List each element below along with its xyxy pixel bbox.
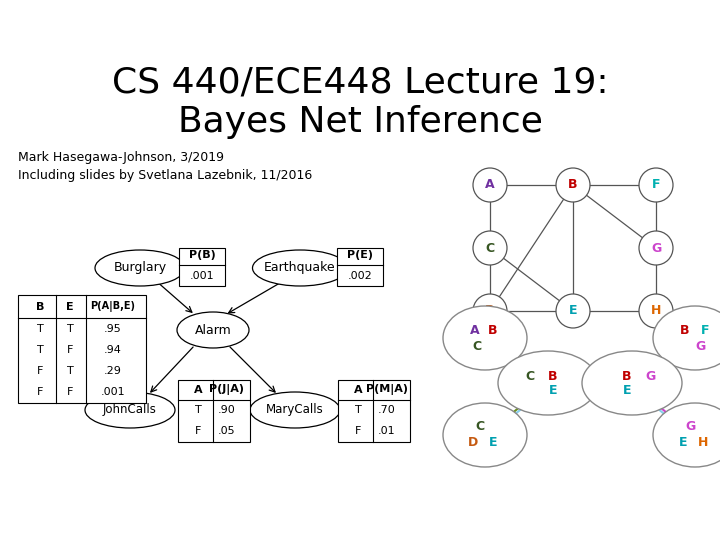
Text: .001: .001 [101,387,125,397]
Text: E: E [569,305,577,317]
Text: B: B [680,324,690,336]
Text: E: E [623,384,631,398]
Ellipse shape [253,250,348,286]
Circle shape [639,294,673,328]
Text: F: F [37,366,43,376]
Text: .95: .95 [104,324,122,334]
Text: C: C [485,242,495,255]
Text: .001: .001 [189,271,215,281]
Text: G: G [695,340,705,353]
Text: F: F [355,427,361,437]
Text: Earthquake: Earthquake [264,261,336,275]
Text: G: G [685,421,695,433]
FancyBboxPatch shape [18,295,146,403]
Text: A: A [194,385,202,395]
Text: .002: .002 [348,271,372,281]
FancyBboxPatch shape [178,380,250,442]
Text: H: H [651,305,661,317]
Text: B: B [548,370,558,384]
Circle shape [556,294,590,328]
FancyBboxPatch shape [338,380,410,442]
Circle shape [639,231,673,265]
Ellipse shape [498,351,598,415]
Text: G: G [645,370,655,384]
Ellipse shape [95,250,185,286]
Text: A: A [470,324,480,336]
Text: T: T [67,366,73,376]
Text: P(E): P(E) [347,250,373,260]
Text: .01: .01 [378,427,396,437]
Text: E: E [489,437,498,449]
Text: A: A [485,178,495,192]
Text: E: E [549,384,557,398]
Text: F: F [195,427,202,437]
Text: C: C [472,340,482,353]
Circle shape [473,294,507,328]
Text: D: D [468,437,478,449]
FancyBboxPatch shape [337,248,383,286]
Text: B: B [488,324,498,336]
Text: H: H [698,437,708,449]
FancyBboxPatch shape [179,248,225,286]
Ellipse shape [582,351,682,415]
Ellipse shape [177,312,249,348]
Text: P(B): P(B) [189,250,215,260]
Text: B: B [622,370,631,384]
Text: G: G [651,242,661,255]
Text: P(M|A): P(M|A) [366,384,408,395]
Text: D: D [485,305,495,317]
Text: F: F [701,324,709,336]
Circle shape [473,231,507,265]
Text: Mark Hasegawa-Johnson, 3/2019: Mark Hasegawa-Johnson, 3/2019 [18,152,224,164]
Text: .70: .70 [378,405,396,416]
Text: Bayes Net Inference: Bayes Net Inference [178,105,542,139]
Text: .90: .90 [218,405,236,416]
Text: .29: .29 [104,366,122,376]
Text: .94: .94 [104,345,122,355]
Text: JohnCalls: JohnCalls [103,403,157,417]
Ellipse shape [85,392,175,428]
Circle shape [556,168,590,202]
Text: T: T [37,324,43,334]
Text: MaryCalls: MaryCalls [266,403,324,417]
Text: B: B [36,302,44,312]
Text: C: C [526,370,534,384]
Text: E: E [66,302,74,312]
Text: F: F [652,178,660,192]
Ellipse shape [653,306,720,370]
Text: Including slides by Svetlana Lazebnik, 11/2016: Including slides by Svetlana Lazebnik, 1… [18,169,312,182]
Circle shape [473,168,507,202]
Text: P(A|B,E): P(A|B,E) [91,301,135,312]
Ellipse shape [443,403,527,467]
Text: T: T [195,405,202,416]
Ellipse shape [250,392,340,428]
Text: CS 440/ECE448 Lecture 19:: CS 440/ECE448 Lecture 19: [112,65,608,99]
Text: E: E [679,437,688,449]
Text: F: F [37,387,43,397]
Text: Burglary: Burglary [114,261,166,275]
Text: F: F [67,387,73,397]
Text: T: T [37,345,43,355]
Text: F: F [67,345,73,355]
Text: A: A [354,385,362,395]
Ellipse shape [443,306,527,370]
Text: Alarm: Alarm [194,324,231,336]
Text: B: B [568,178,577,192]
Text: .05: .05 [218,427,235,437]
Circle shape [639,168,673,202]
Text: T: T [67,324,73,334]
Text: C: C [475,421,485,433]
Text: T: T [355,405,361,416]
Ellipse shape [653,403,720,467]
Text: P(J|A): P(J|A) [210,384,245,395]
